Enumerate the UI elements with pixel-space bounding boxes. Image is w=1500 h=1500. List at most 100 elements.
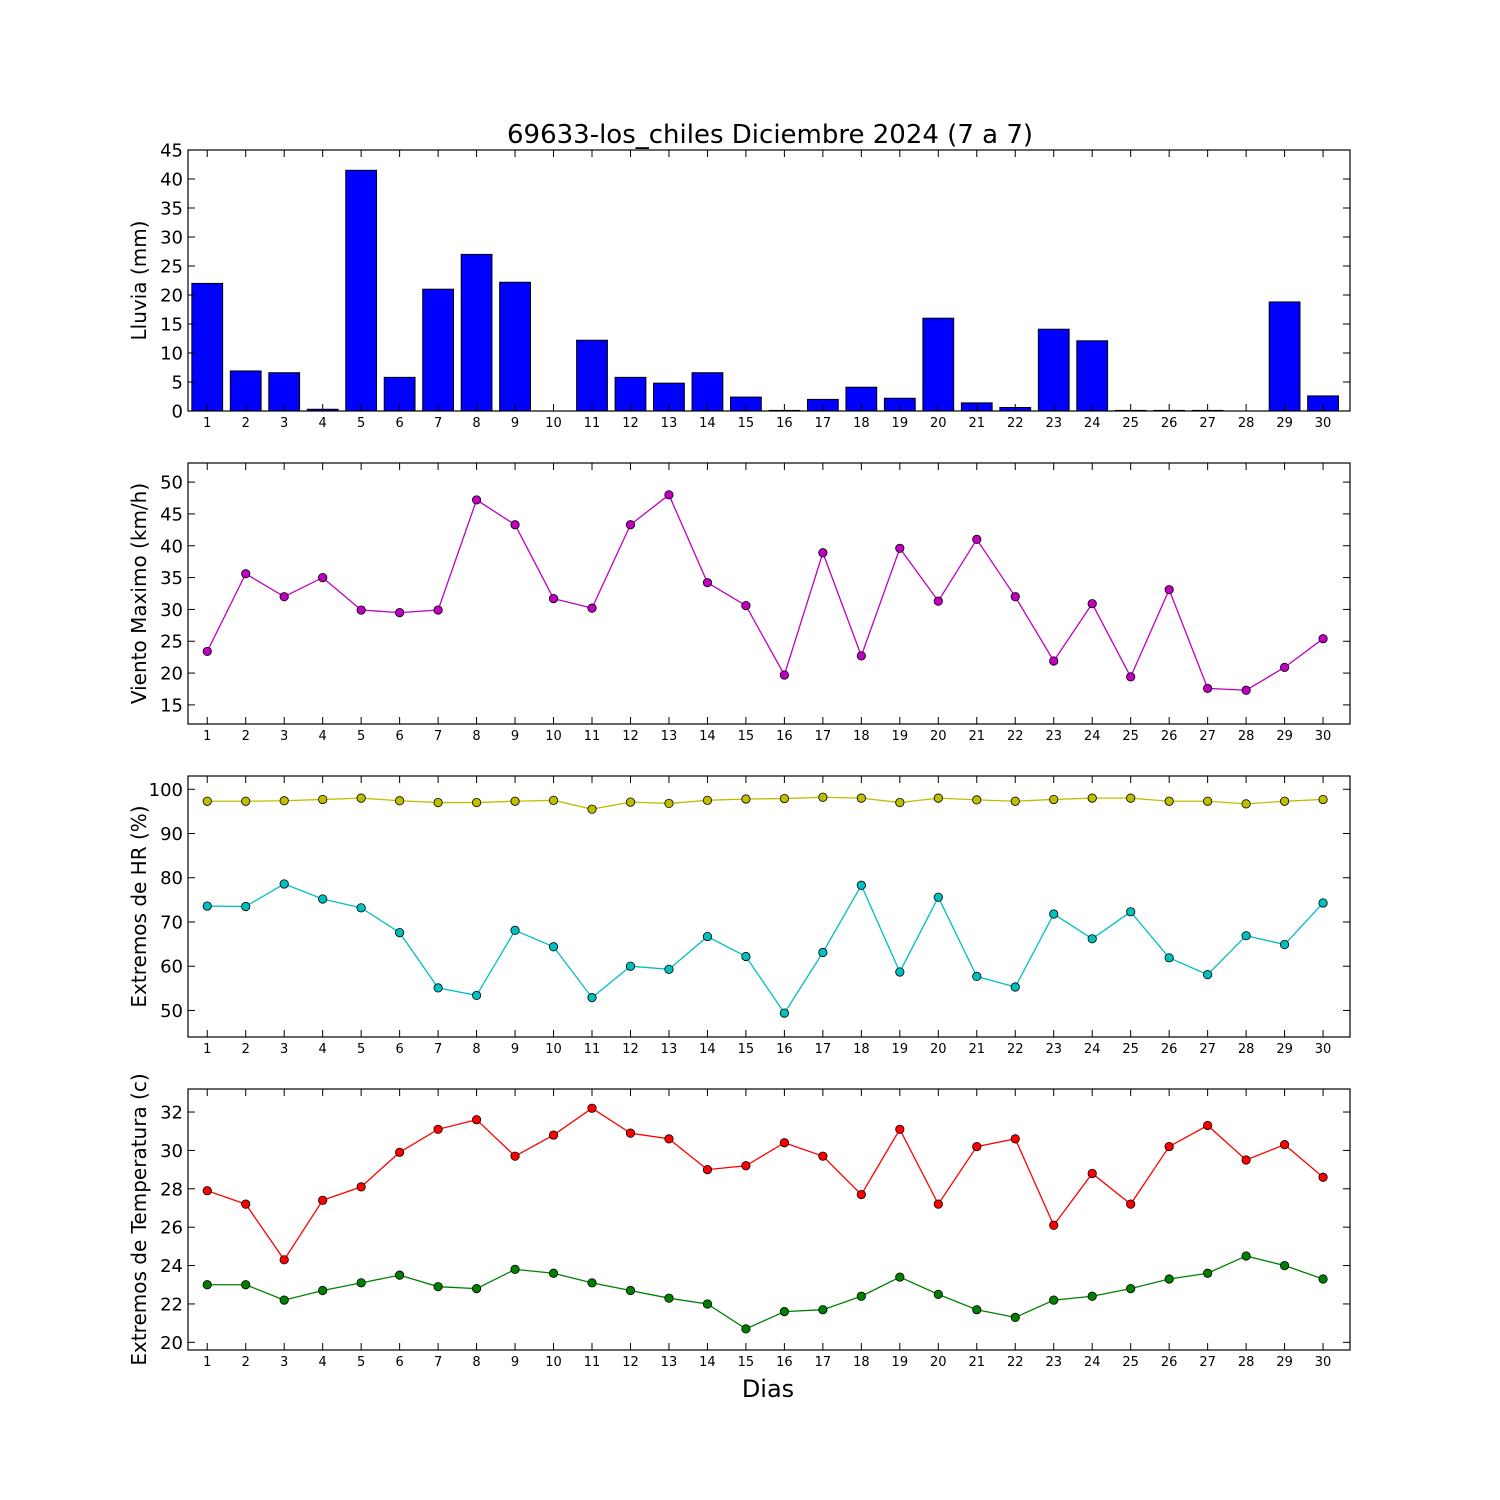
x-tick-label: 1 [203, 1355, 211, 1370]
x-tick-label: 21 [969, 416, 986, 431]
data-point [318, 1285, 328, 1296]
y-tick-label: 100 [149, 780, 183, 801]
x-tick-label: 14 [699, 1042, 716, 1057]
data-point [895, 543, 905, 553]
series-line-1 [206, 493, 1324, 691]
y-tick-label: 40 [160, 170, 183, 191]
data-point [741, 951, 751, 962]
data-point [1087, 599, 1097, 609]
y-tick-label: 35 [160, 199, 183, 220]
data-point [933, 1199, 943, 1209]
y-tick-label: 50 [160, 473, 183, 494]
data-point [933, 596, 943, 606]
axes-frame [187, 462, 1351, 725]
data-point [1203, 683, 1213, 693]
x-tick-label: 18 [853, 729, 870, 744]
data-point [1203, 796, 1213, 806]
data-point [433, 1124, 443, 1134]
data-point [818, 1151, 828, 1161]
y-tick-label: 45 [160, 504, 183, 525]
x-tick-label: 6 [395, 729, 403, 744]
x-tick-label: 16 [776, 729, 793, 744]
x-tick-label: 7 [434, 1042, 442, 1057]
y-tick-label: 20 [160, 1333, 183, 1354]
y-tick-label: 25 [160, 257, 183, 278]
series-line-2 [207, 883, 1324, 1015]
y-tick-label: 28 [160, 1179, 183, 1200]
x-tick-label: 17 [815, 416, 832, 431]
y-tick-label: 60 [160, 957, 183, 978]
data-point [702, 795, 713, 805]
x-tick-label: 3 [280, 1042, 288, 1057]
x-tick-label: 23 [1045, 1355, 1062, 1370]
data-point [202, 901, 212, 911]
y-tick-label: 70 [160, 912, 183, 933]
y-tick-label: 32 [160, 1103, 183, 1124]
x-tick-label: 10 [545, 1355, 562, 1370]
data-point [510, 1264, 520, 1275]
data-point [856, 880, 866, 890]
data-point [972, 1141, 982, 1152]
x-tick-label: 28 [1238, 1355, 1255, 1370]
data-point [356, 903, 366, 913]
data-point [702, 578, 713, 588]
data-point [933, 892, 943, 902]
data-point [433, 797, 443, 808]
data-point [856, 651, 866, 661]
y-tick-label: 25 [160, 632, 183, 653]
data-point [1279, 796, 1290, 806]
data-point [1049, 1295, 1059, 1305]
y-tick-label: 30 [160, 1141, 183, 1162]
data-point [395, 796, 405, 806]
data-point [664, 490, 674, 500]
x-tick-label: 30 [1315, 1042, 1332, 1057]
x-tick-label: 15 [738, 1355, 755, 1370]
x-tick-label: 24 [1084, 1042, 1101, 1057]
data-point [702, 1165, 713, 1175]
data-point [1164, 796, 1174, 806]
data-point [548, 795, 559, 805]
data-point [1087, 1168, 1097, 1179]
y-axis-label: Viento Maximo (km/h) [127, 483, 151, 704]
x-tick-label: 2 [242, 1355, 250, 1370]
x-tick-label: 6 [395, 416, 403, 431]
bar [1037, 328, 1070, 412]
x-tick-label: 28 [1238, 729, 1255, 744]
data-point [1203, 1120, 1213, 1131]
x-tick-label: 24 [1084, 1355, 1101, 1370]
data-point [1010, 982, 1020, 992]
x-tick-label: 13 [661, 1355, 678, 1370]
x-tick-label: 17 [815, 1355, 832, 1370]
series-line-1 [207, 1107, 1324, 1261]
data-point [625, 1128, 636, 1138]
x-tick-label: 7 [434, 729, 442, 744]
data-point [856, 1291, 866, 1301]
bar [345, 169, 378, 412]
data-point [433, 1282, 443, 1292]
data-point [1241, 931, 1251, 941]
x-tick-label: 1 [203, 1042, 211, 1057]
data-point [202, 796, 212, 806]
data-point [1126, 907, 1136, 917]
x-tick-label: 8 [472, 416, 480, 431]
data-point [356, 793, 366, 803]
x-tick-label: 14 [699, 1355, 716, 1370]
y-tick-label: 24 [160, 1256, 183, 1277]
data-point [510, 796, 520, 806]
data-point [587, 603, 597, 613]
x-tick-label: 11 [584, 729, 601, 744]
data-point [279, 879, 289, 889]
data-point [779, 670, 789, 680]
x-tick-label: 1 [203, 729, 211, 744]
x-tick-label: 13 [661, 729, 678, 744]
data-point [625, 797, 636, 807]
data-point [202, 646, 212, 657]
data-point [279, 796, 289, 806]
data-point [510, 1151, 520, 1161]
data-point [625, 961, 636, 971]
data-point [1126, 672, 1136, 682]
data-point [664, 1293, 674, 1303]
x-tick-label: 10 [545, 1042, 562, 1057]
x-tick-label: 5 [357, 1355, 365, 1370]
